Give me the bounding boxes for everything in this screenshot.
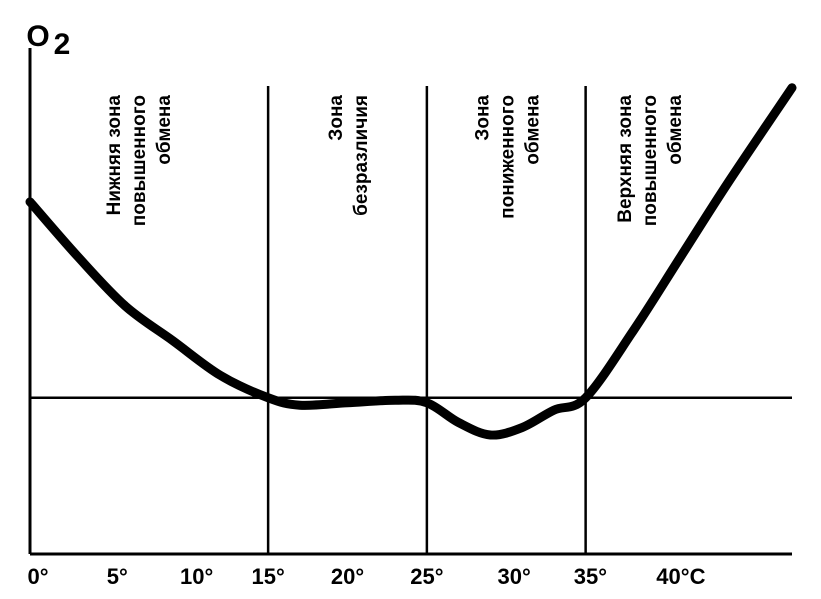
x-tick-label: 5° bbox=[107, 564, 128, 589]
x-tick-label: 40°C bbox=[656, 564, 705, 589]
zone-label-2-line-2: безразличия bbox=[351, 95, 372, 216]
x-tick-label: 20° bbox=[331, 564, 364, 589]
zone-label-4-line-2: повышенного bbox=[640, 95, 661, 226]
zone-label-2-line-1: Зона bbox=[326, 95, 347, 141]
x-tick-label: 15° bbox=[251, 564, 284, 589]
x-tick-label: 25° bbox=[410, 564, 443, 589]
zone-label-3-line-2: пониженного bbox=[497, 95, 518, 219]
zone-label-1-line-1: Нижняя зона bbox=[104, 95, 125, 216]
y-axis-label: O bbox=[26, 20, 49, 53]
zone-label-1-line-3: обмена bbox=[154, 95, 175, 165]
x-tick-label: 30° bbox=[498, 564, 531, 589]
y-axis-label-subscript: 2 bbox=[54, 28, 71, 61]
zone-label-3-line-1: Зона bbox=[472, 95, 493, 141]
x-tick-label: 0° bbox=[27, 564, 48, 589]
zone-label-1-line-2: повышенного bbox=[129, 95, 150, 226]
zone-label-4-line-1: Верхняя зона bbox=[615, 95, 636, 223]
zone-label-4-line-3: обмена bbox=[665, 95, 686, 165]
x-tick-label: 10° bbox=[180, 564, 213, 589]
x-tick-label: 35° bbox=[574, 564, 607, 589]
zone-label-3-line-3: обмена bbox=[522, 95, 543, 165]
